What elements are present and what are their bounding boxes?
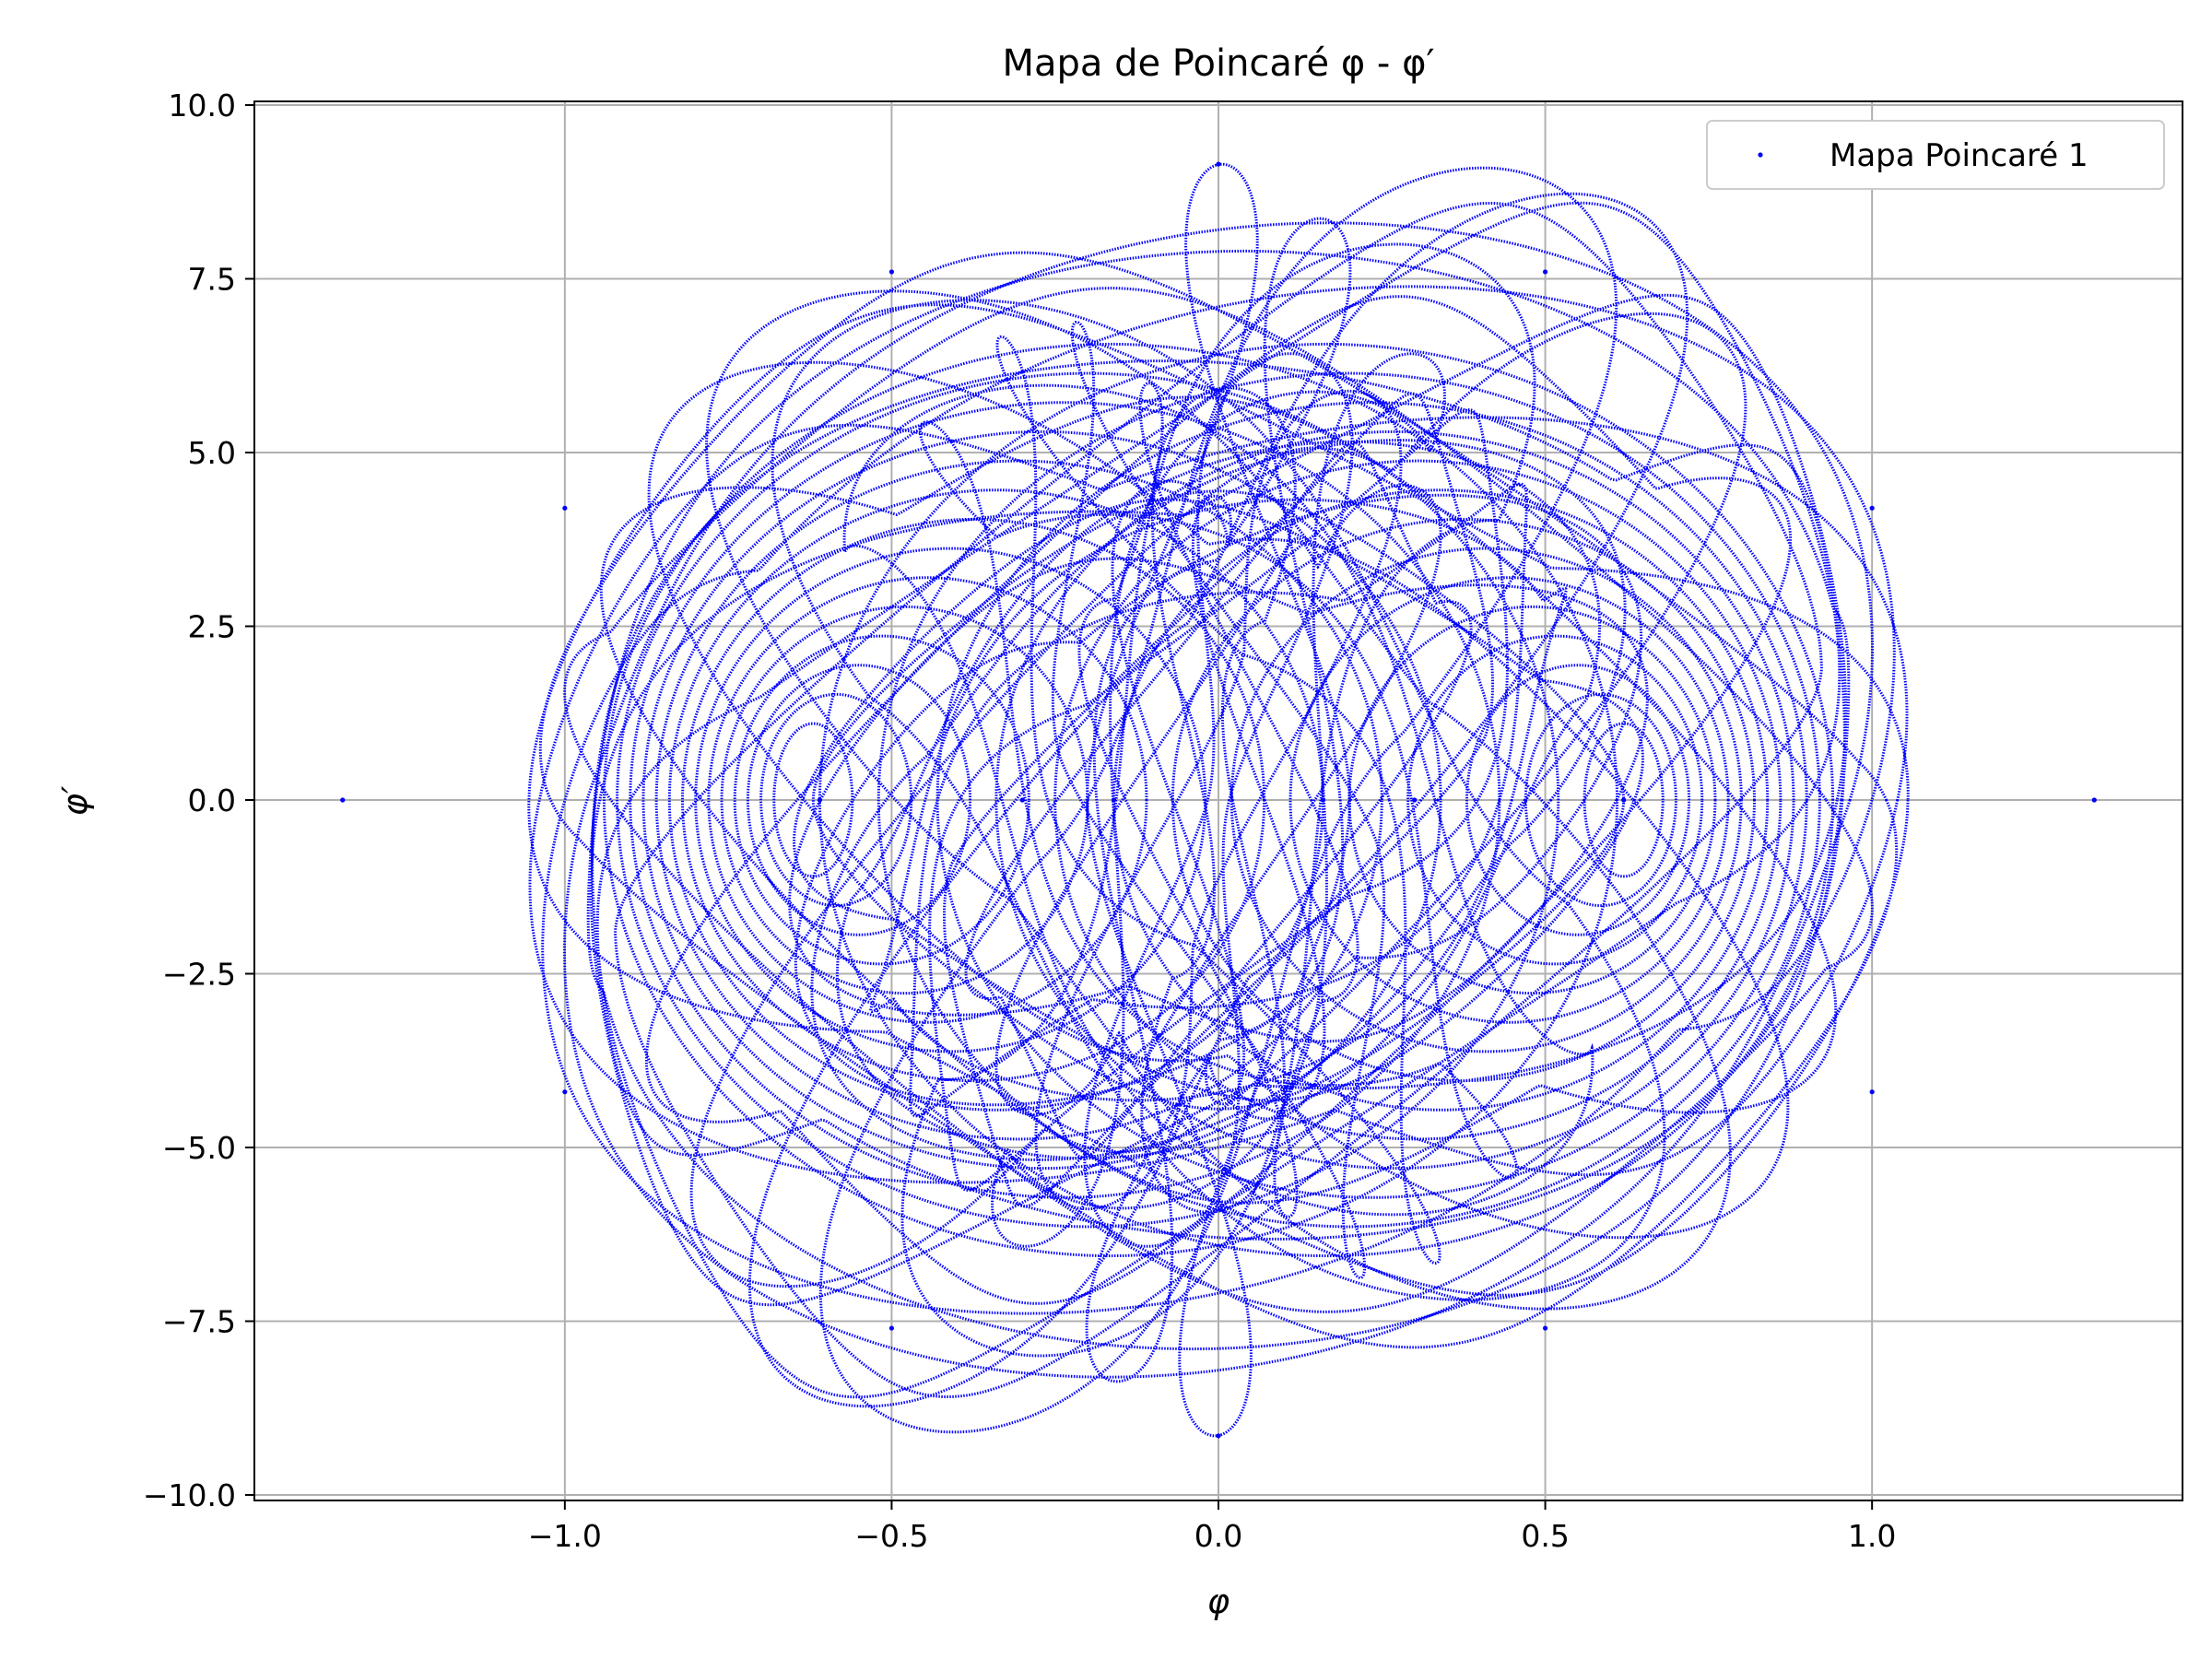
y-tick-label: 10.0 — [169, 88, 236, 124]
x-axis-label: φ — [1207, 1582, 1230, 1621]
legend-marker — [1758, 152, 1763, 158]
y-tick-label: 2.5 — [188, 609, 236, 645]
legend: Mapa Poincaré 1 — [1706, 120, 2165, 190]
data-point — [1869, 505, 1875, 511]
data-point — [1320, 797, 1326, 803]
data-point — [562, 505, 568, 511]
data-layer — [340, 161, 2097, 1439]
y-axis-label: φ′ — [55, 785, 95, 816]
data-point — [2091, 797, 2097, 803]
x-tick-label: 1.0 — [1848, 1518, 1896, 1554]
y-tick-label: −10.0 — [143, 1477, 236, 1513]
data-point — [1869, 1089, 1875, 1095]
data-point — [1412, 797, 1418, 803]
data-point — [1111, 797, 1117, 803]
x-tick-label: 0.0 — [1194, 1518, 1242, 1554]
x-tick-label: −1.0 — [528, 1518, 602, 1554]
y-tick-label: −2.5 — [162, 957, 236, 993]
data-point — [1216, 161, 1221, 167]
legend-box — [1706, 120, 2165, 190]
chart-title: Mapa de Poincaré φ - φ′ — [1002, 42, 1434, 85]
y-tick-label: 5.0 — [188, 435, 236, 471]
x-tick-label: 0.5 — [1521, 1518, 1569, 1554]
ticks: −1.0 −0.5 0.0 0.5 1.0 10.0 7.5 5.0 2.5 0.0 −2.5 −5.… — [143, 88, 1897, 1554]
y-tick-label: 0.0 — [188, 782, 236, 818]
data-point — [817, 797, 823, 803]
data-point — [340, 797, 346, 803]
x-tick-label: −0.5 — [854, 1518, 928, 1554]
series-trajectory — [527, 162, 1910, 1438]
data-point — [1216, 1433, 1221, 1439]
legend-label: Mapa Poincaré 1 — [1830, 137, 2088, 174]
data-point — [1621, 797, 1627, 803]
data-point — [562, 1089, 568, 1095]
y-tick-label: −7.5 — [162, 1304, 236, 1340]
data-point — [1019, 797, 1025, 803]
data-point — [1542, 1325, 1548, 1331]
data-point — [1542, 269, 1548, 275]
y-tick-label: 7.5 — [188, 262, 236, 298]
y-tick-label: −5.0 — [162, 1130, 236, 1166]
data-point — [888, 1325, 895, 1331]
data-point — [888, 269, 895, 275]
